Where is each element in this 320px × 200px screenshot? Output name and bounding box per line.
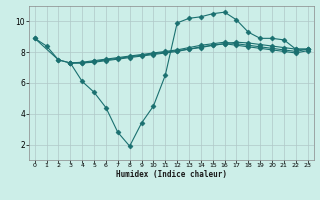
X-axis label: Humidex (Indice chaleur): Humidex (Indice chaleur) [116, 170, 227, 179]
